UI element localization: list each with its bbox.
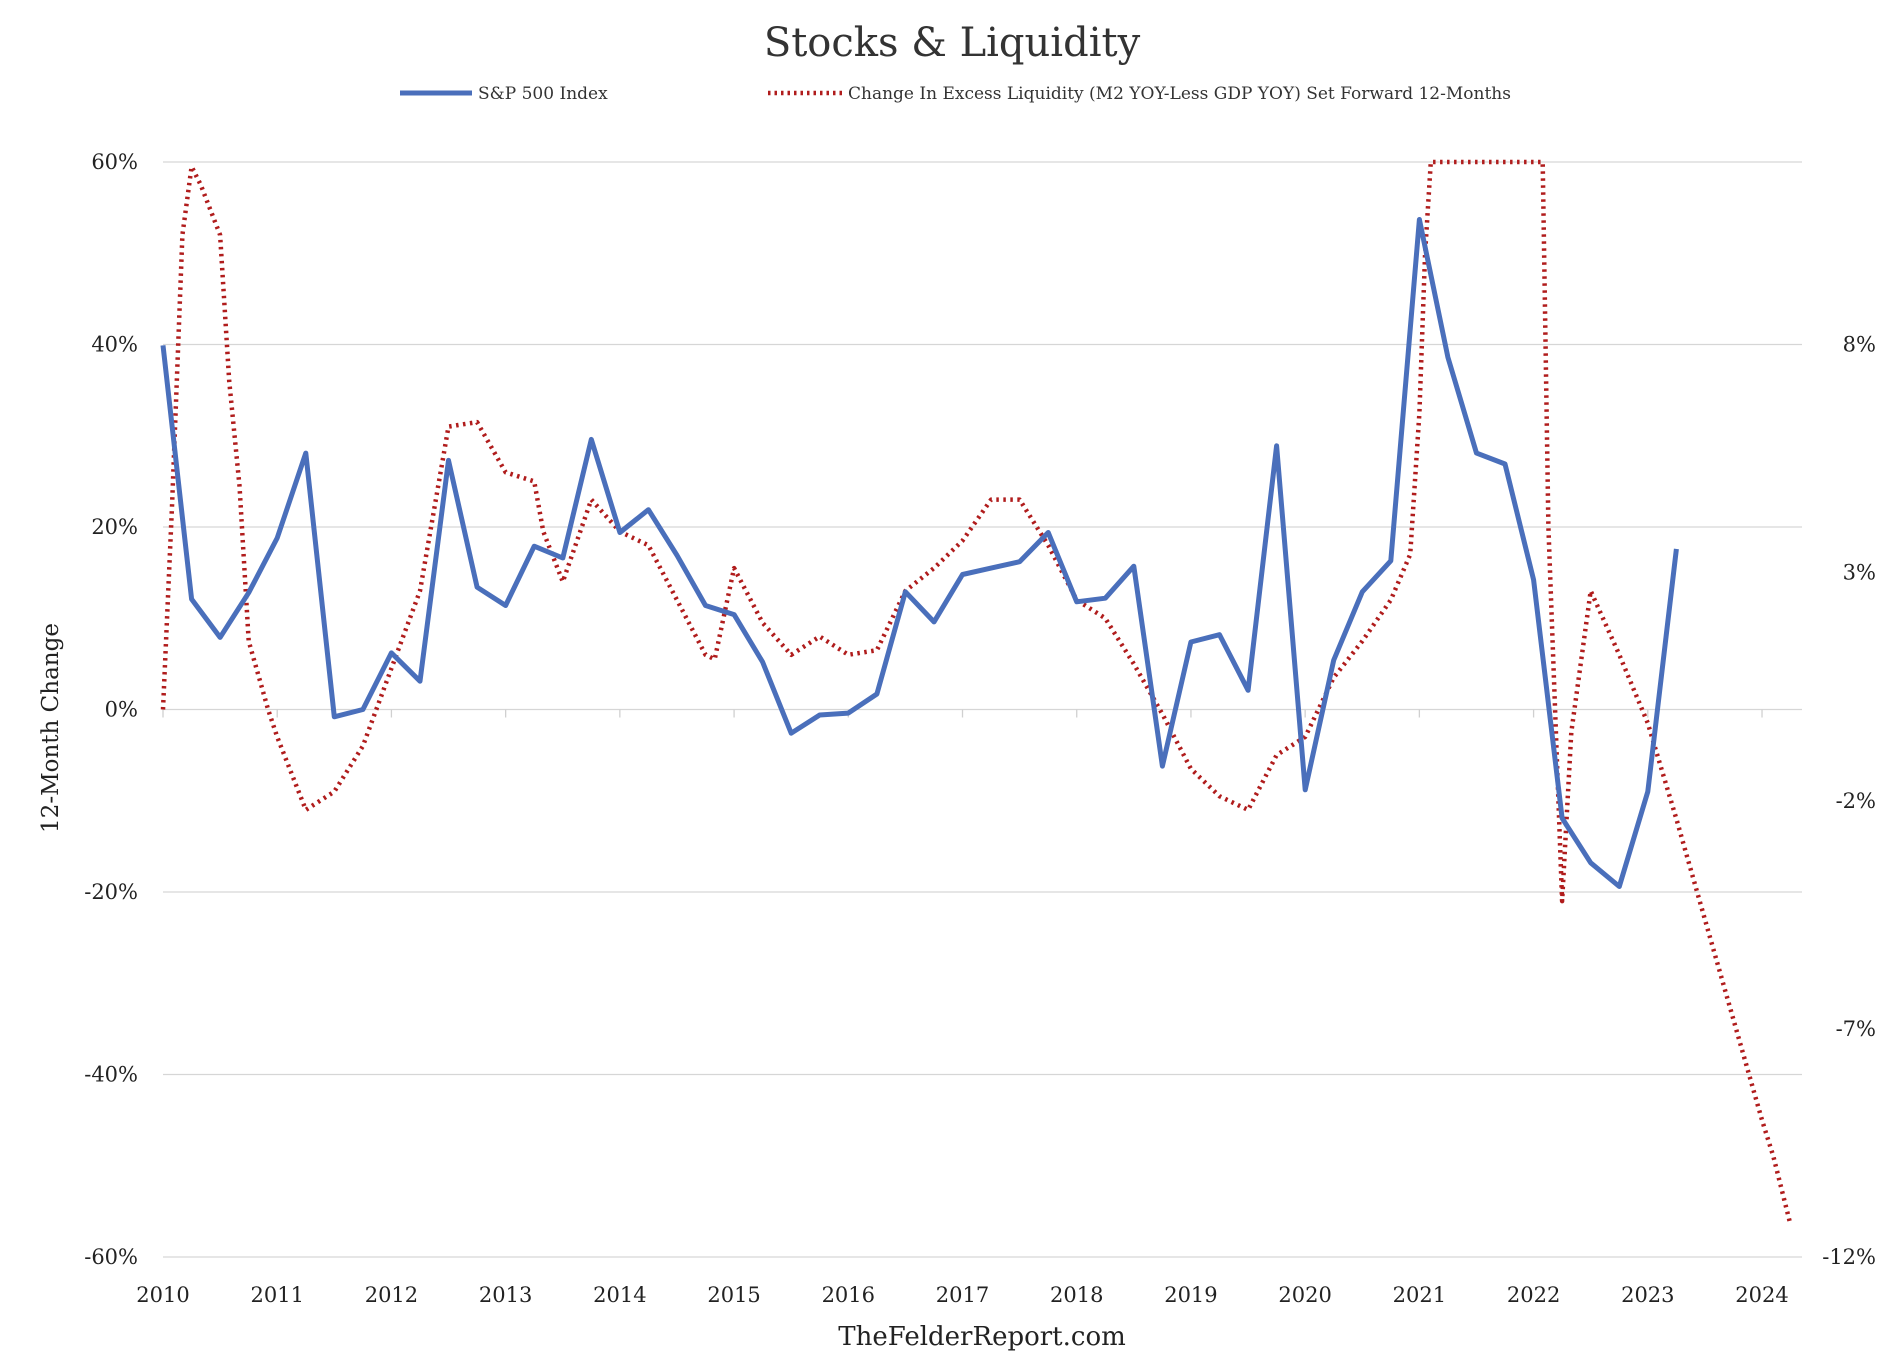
x-tick-label: 2024 [1735,1283,1788,1307]
left-axis-ticks: -60% -40% -20% 0% 20% 40% 60% [84,150,138,1269]
x-tick-label: 2017 [936,1283,989,1307]
right-axis-ticks: -12% -7% -2% 3% 8% [1822,333,1876,1270]
left-tick-label: -60% [84,1245,138,1269]
right-tick-label: 8% [1843,333,1876,357]
right-tick-label: -7% [1836,1017,1876,1041]
x-tick-label: 2013 [479,1283,532,1307]
x-tick-label: 2014 [593,1283,646,1307]
x-tick-label: 2011 [250,1283,303,1307]
x-tick-label: 2018 [1050,1283,1103,1307]
x-axis-ticks: 2010 2011 2012 2013 2014 2015 2016 2017 2018 2019… [136,709,1789,1307]
x-tick-label: 2019 [1164,1283,1217,1307]
left-tick-label: 40% [91,333,138,357]
x-tick-label: 2023 [1621,1283,1674,1307]
source-footer: TheFelderReport.com [838,1322,1126,1352]
gridlines [163,161,1802,1258]
x-tick-label: 2010 [136,1283,189,1307]
left-tick-label: 60% [91,150,138,174]
x-tick-label: 2016 [822,1283,875,1307]
series-lines [160,159,1793,1226]
right-tick-label: -2% [1836,789,1876,813]
x-tick-label: 2021 [1393,1283,1446,1307]
y-axis-title: 12-Month Change [38,623,64,833]
series-line-sp500 [160,217,1679,889]
right-tick-label: -12% [1822,1245,1876,1269]
legend: S&P 500 Index Change In Excess Liquidity… [400,84,1511,104]
left-tick-label: 0% [105,698,138,722]
x-tick-label: 2015 [707,1283,760,1307]
x-tick-label: 2020 [1278,1283,1331,1307]
chart-title: Stocks & Liquidity [764,20,1141,66]
legend-label-sp500: S&P 500 Index [478,84,608,104]
left-tick-label: 20% [91,515,138,539]
legend-label-liquidity: Change In Excess Liquidity (M2 YOY-Less … [848,84,1511,104]
right-tick-label: 3% [1843,561,1876,585]
left-tick-label: -20% [84,880,138,904]
left-tick-label: -40% [84,1063,138,1087]
x-tick-label: 2022 [1507,1283,1560,1307]
x-tick-label: 2012 [365,1283,418,1307]
